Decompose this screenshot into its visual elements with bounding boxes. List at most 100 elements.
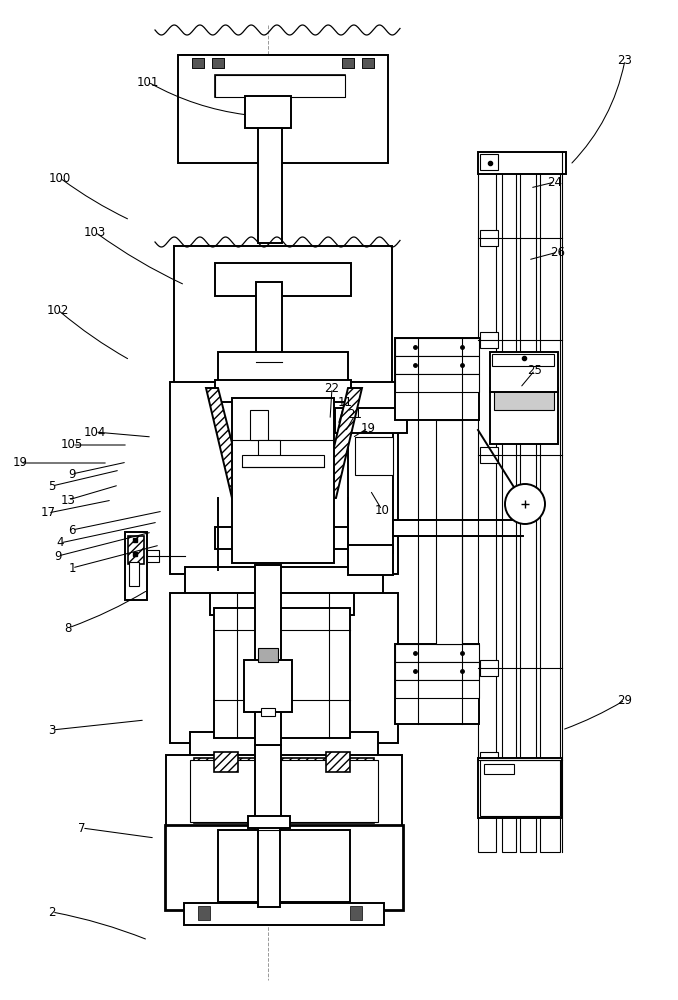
Bar — [350, 906, 362, 920]
Bar — [252, 816, 286, 828]
Bar — [256, 282, 282, 364]
Bar — [198, 906, 210, 920]
Bar — [245, 96, 291, 128]
Bar — [190, 760, 378, 822]
Bar — [395, 374, 479, 392]
Bar — [395, 356, 479, 374]
Text: 7: 7 — [78, 822, 85, 834]
Bar — [174, 596, 232, 741]
Bar — [255, 745, 281, 830]
Bar — [244, 660, 292, 712]
Text: 26: 26 — [551, 245, 565, 258]
Text: 22: 22 — [325, 381, 340, 394]
Bar — [170, 382, 398, 574]
Bar — [194, 734, 374, 756]
Bar — [248, 816, 290, 828]
Bar — [395, 644, 479, 724]
Bar — [258, 825, 280, 907]
Bar — [484, 764, 514, 774]
Text: 25: 25 — [527, 363, 542, 376]
Bar — [255, 565, 281, 745]
Text: 17: 17 — [41, 506, 56, 520]
Bar — [190, 732, 378, 758]
Text: 2: 2 — [48, 906, 56, 918]
Bar — [258, 440, 280, 462]
Bar — [261, 708, 275, 716]
Bar — [218, 830, 350, 902]
Bar — [480, 332, 498, 348]
Bar — [210, 593, 354, 615]
Bar — [362, 58, 374, 68]
Polygon shape — [322, 388, 362, 498]
Text: 5: 5 — [48, 480, 56, 492]
Bar — [258, 648, 278, 662]
Bar — [232, 398, 334, 563]
Text: 105: 105 — [61, 438, 83, 452]
Bar — [344, 60, 384, 140]
Bar — [212, 58, 224, 68]
Bar — [362, 58, 374, 68]
Text: 19: 19 — [12, 456, 28, 470]
Bar — [129, 562, 139, 586]
Bar — [492, 354, 554, 366]
Bar — [348, 415, 393, 553]
Bar — [214, 596, 238, 614]
Text: 21: 21 — [348, 408, 363, 422]
Bar — [340, 412, 402, 430]
Bar — [395, 338, 479, 356]
Bar — [480, 660, 498, 676]
Bar — [165, 825, 403, 910]
Bar — [520, 152, 536, 852]
Text: 6: 6 — [68, 524, 76, 536]
Bar — [178, 248, 388, 266]
Bar — [184, 903, 384, 925]
Bar — [332, 386, 390, 571]
Bar — [480, 154, 498, 170]
Bar — [335, 408, 407, 433]
Bar — [147, 550, 159, 562]
Bar — [215, 380, 351, 402]
Text: 23: 23 — [618, 53, 633, 66]
Bar — [395, 644, 479, 662]
Bar — [323, 530, 347, 548]
Bar — [320, 266, 346, 294]
Bar — [166, 755, 402, 827]
Bar — [190, 905, 378, 923]
Bar — [326, 752, 350, 772]
Text: 9: 9 — [54, 550, 62, 562]
Bar — [395, 338, 479, 420]
Text: 101: 101 — [137, 76, 159, 89]
Text: 29: 29 — [618, 694, 633, 706]
Bar — [214, 608, 350, 738]
Bar — [480, 752, 498, 768]
Text: 100: 100 — [49, 172, 71, 184]
Bar — [332, 596, 390, 741]
Bar — [342, 58, 354, 68]
Bar — [178, 55, 388, 163]
Bar — [215, 75, 345, 97]
Bar — [192, 58, 204, 68]
Bar — [318, 355, 340, 385]
Bar — [218, 266, 244, 294]
Bar — [395, 680, 479, 698]
Polygon shape — [206, 388, 246, 498]
Bar — [502, 152, 516, 852]
Bar — [170, 758, 398, 823]
Text: 104: 104 — [84, 426, 106, 438]
Bar — [436, 420, 462, 644]
Bar — [480, 230, 498, 246]
Bar — [342, 58, 354, 68]
Bar — [182, 55, 384, 75]
Bar — [182, 60, 222, 140]
Bar — [494, 390, 554, 410]
Bar — [174, 386, 232, 571]
Bar — [258, 128, 282, 243]
Bar — [218, 352, 348, 388]
Text: 9: 9 — [68, 468, 76, 481]
Text: 4: 4 — [56, 536, 64, 550]
Bar — [355, 437, 393, 475]
Text: 11: 11 — [338, 395, 353, 408]
Text: 8: 8 — [64, 621, 72, 635]
Text: 3: 3 — [48, 724, 56, 736]
Bar — [326, 596, 350, 614]
